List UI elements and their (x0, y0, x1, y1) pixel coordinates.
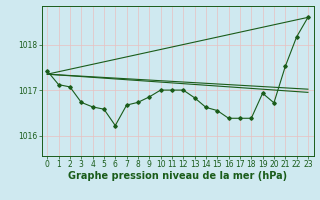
X-axis label: Graphe pression niveau de la mer (hPa): Graphe pression niveau de la mer (hPa) (68, 171, 287, 181)
